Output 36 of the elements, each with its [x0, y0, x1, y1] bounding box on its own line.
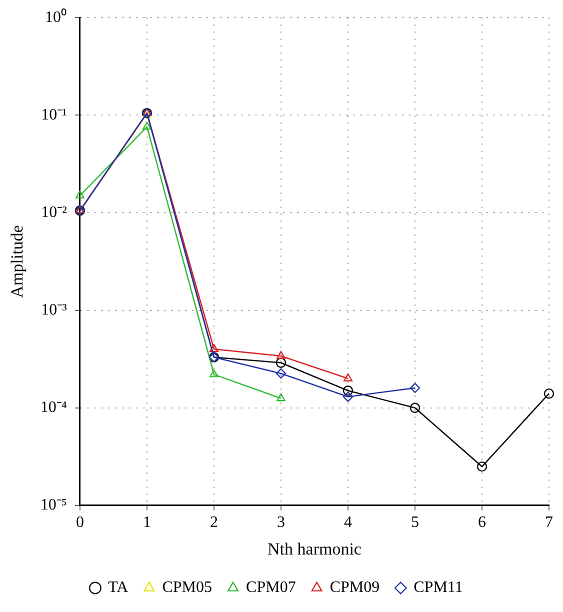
x-tick-label: 2 [210, 514, 218, 532]
point [410, 382, 420, 394]
point [276, 350, 286, 359]
point [276, 358, 286, 368]
point [75, 190, 84, 198]
point [342, 386, 354, 396]
point [276, 368, 286, 379]
x-tick-label: 3 [276, 514, 285, 532]
point [276, 393, 286, 402]
y-axis-title: Amplitude [8, 225, 27, 298]
x-tick-label: 4 [344, 514, 352, 532]
y-tick-label: 10⁻⁵ [40, 496, 67, 514]
x-tick-label: 5 [410, 514, 419, 532]
y-tick-label: 10⁻² [41, 204, 68, 221]
y-tick-label: 10⁻⁴ [40, 399, 68, 416]
y-tick-label: 10⁰ [44, 8, 67, 26]
legend-label: CPM11 [414, 579, 463, 596]
x-axis-title: Nth harmonic [268, 539, 362, 558]
x-tick-label: 0 [76, 514, 84, 532]
point [209, 369, 218, 378]
point [544, 388, 554, 399]
point [410, 402, 420, 413]
x-tick-label: 1 [142, 514, 151, 532]
x-tick-label: 7 [545, 514, 553, 532]
point [343, 373, 352, 382]
legend-label: CPM07 [246, 579, 296, 596]
x-tick-label: 6 [478, 514, 486, 532]
y-tick-label: 10⁻³ [41, 301, 68, 318]
y-tick-label: 10⁻¹ [41, 106, 68, 124]
point [476, 461, 488, 472]
legend-label: CPM05 [162, 579, 212, 596]
point [209, 344, 218, 352]
legend-label: TA [108, 579, 129, 596]
legend-label: CPM09 [330, 579, 380, 596]
point [142, 122, 152, 130]
point [342, 392, 354, 402]
